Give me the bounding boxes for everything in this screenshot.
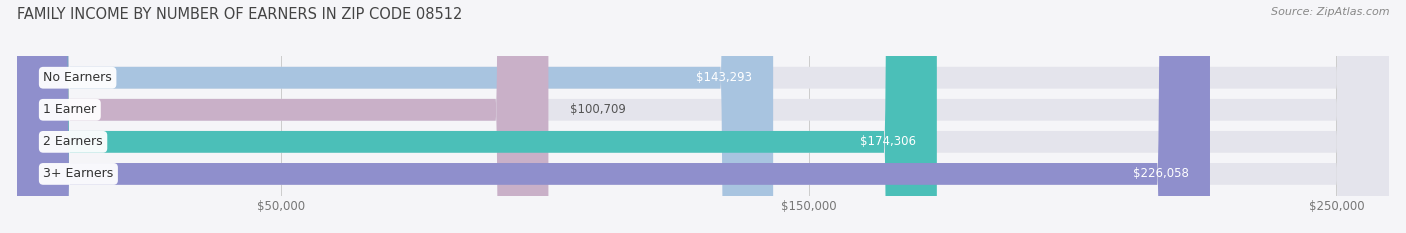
FancyBboxPatch shape [17,0,1211,233]
FancyBboxPatch shape [17,0,1389,233]
FancyBboxPatch shape [17,0,1389,233]
Text: 3+ Earners: 3+ Earners [44,168,114,180]
FancyBboxPatch shape [17,0,936,233]
FancyBboxPatch shape [17,0,548,233]
Text: No Earners: No Earners [44,71,112,84]
Text: FAMILY INCOME BY NUMBER OF EARNERS IN ZIP CODE 08512: FAMILY INCOME BY NUMBER OF EARNERS IN ZI… [17,7,463,22]
FancyBboxPatch shape [17,0,1389,233]
Text: $174,306: $174,306 [859,135,915,148]
Text: Source: ZipAtlas.com: Source: ZipAtlas.com [1271,7,1389,17]
Text: $143,293: $143,293 [696,71,752,84]
Text: 1 Earner: 1 Earner [44,103,97,116]
FancyBboxPatch shape [17,0,773,233]
Text: $226,058: $226,058 [1133,168,1189,180]
FancyBboxPatch shape [17,0,1389,233]
Text: $100,709: $100,709 [569,103,626,116]
Text: 2 Earners: 2 Earners [44,135,103,148]
